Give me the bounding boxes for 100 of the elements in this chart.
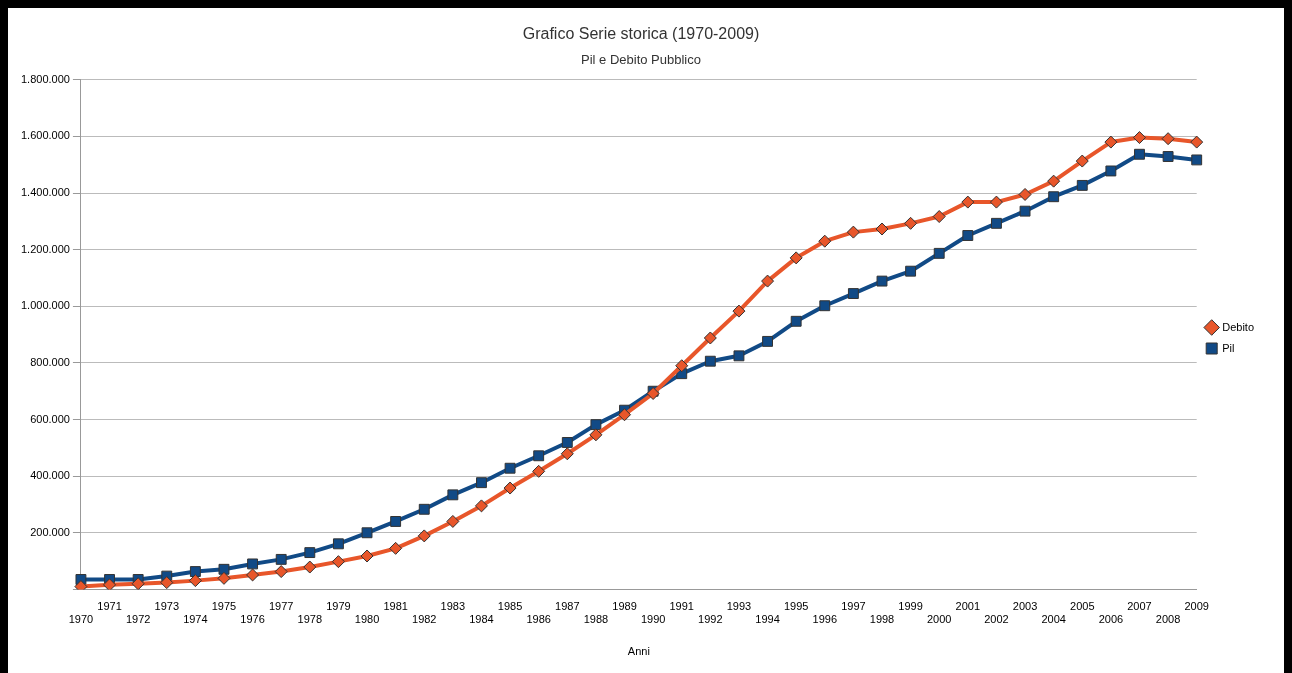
x-tick-label: 1983 — [440, 600, 466, 613]
point — [962, 230, 974, 241]
point — [560, 447, 574, 461]
y-tick-label: 1.000.000 — [21, 299, 70, 312]
point — [1047, 174, 1061, 188]
point — [246, 568, 260, 582]
point — [762, 335, 774, 347]
point — [188, 574, 202, 588]
point — [1162, 151, 1174, 162]
point — [474, 499, 488, 513]
point — [1019, 205, 1031, 217]
y-tick-label: 200.000 — [30, 525, 70, 538]
x-tick-label: 2005 — [1070, 600, 1095, 613]
x-tick-label: 1973 — [154, 600, 180, 613]
point — [1075, 154, 1089, 168]
x-tick-label: 1985 — [497, 600, 523, 613]
y-tick-label: 600.000 — [30, 412, 70, 425]
x-tick-label: 1994 — [755, 613, 780, 626]
y-tick-label: 1.400.000 — [21, 186, 70, 199]
x-tick-label: 1991 — [669, 600, 694, 613]
point — [590, 419, 602, 431]
legend-label: Debito — [1222, 320, 1254, 333]
chart-subtitle: Pil e Debito Pubblico — [581, 51, 701, 67]
point — [1132, 131, 1146, 145]
point — [389, 541, 403, 555]
x-tick-label: 1992 — [698, 613, 723, 626]
x-tick-label: 1974 — [183, 613, 208, 626]
point — [160, 576, 174, 590]
x-tick-label: 1977 — [268, 600, 294, 613]
x-tick-label: 2007 — [1127, 600, 1152, 613]
point — [618, 408, 632, 422]
point — [905, 265, 917, 277]
x-tick-label: 2002 — [984, 613, 1009, 626]
point — [789, 251, 803, 265]
point — [761, 274, 775, 288]
x-tick-label: 1995 — [783, 600, 809, 613]
point — [446, 514, 460, 528]
y-tick-label: 1.600.000 — [21, 129, 70, 142]
x-tick-label: 1986 — [526, 613, 551, 626]
point — [818, 234, 832, 248]
point — [476, 477, 487, 489]
x-axis-title: Anni — [627, 645, 650, 658]
x-tick-label: 2006 — [1098, 613, 1124, 626]
point — [1161, 132, 1175, 146]
point — [218, 563, 230, 575]
point — [704, 355, 716, 367]
x-tick-label: 1975 — [211, 600, 237, 613]
point — [1048, 191, 1060, 203]
point — [703, 331, 717, 345]
point — [904, 216, 918, 230]
x-tick-label: 1993 — [726, 600, 752, 613]
point — [390, 516, 402, 527]
x-tick-label: 1981 — [383, 600, 408, 613]
point — [532, 464, 546, 478]
point — [989, 195, 1003, 209]
point — [331, 555, 345, 569]
point — [418, 503, 430, 515]
x-tick-label: 1984 — [469, 613, 494, 626]
point — [360, 549, 374, 563]
point — [361, 527, 373, 539]
point — [589, 428, 603, 442]
point — [275, 553, 287, 565]
x-tick-label: 2004 — [1041, 613, 1066, 626]
x-tick-label: 1998 — [869, 613, 895, 626]
point — [819, 300, 831, 312]
point — [675, 359, 689, 373]
x-tick-label: 1976 — [240, 613, 265, 626]
point — [1191, 154, 1203, 166]
point — [503, 481, 517, 495]
point — [417, 529, 431, 543]
x-tick-label: 2001 — [955, 600, 981, 613]
point — [561, 437, 573, 448]
point — [990, 217, 1002, 229]
point — [790, 315, 802, 327]
point — [846, 225, 860, 239]
x-tick-label: 1979 — [326, 600, 351, 613]
x-tick-label: 1989 — [612, 600, 637, 613]
point — [1104, 135, 1118, 149]
point — [875, 222, 889, 236]
y-tick-label: 400.000 — [30, 469, 70, 482]
point — [876, 275, 888, 287]
x-tick-label: 2000 — [926, 613, 952, 626]
point — [1076, 179, 1088, 191]
point — [303, 560, 317, 574]
x-tick-label: 1997 — [841, 600, 866, 613]
point — [131, 577, 145, 590]
point — [274, 565, 288, 579]
point — [247, 558, 259, 570]
point — [504, 462, 516, 474]
point — [1105, 165, 1117, 177]
point — [533, 450, 545, 462]
x-tick-label: 1971 — [97, 600, 122, 613]
x-tick-label: 1987 — [555, 600, 580, 613]
y-tick-label: 1.200.000 — [21, 242, 70, 255]
x-tick-label: 1988 — [583, 613, 609, 626]
point — [1134, 148, 1145, 160]
point — [961, 195, 975, 209]
point — [103, 578, 117, 590]
y-tick-label: 1.800.000 — [21, 72, 70, 85]
x-tick-label: 2009 — [1184, 600, 1209, 613]
